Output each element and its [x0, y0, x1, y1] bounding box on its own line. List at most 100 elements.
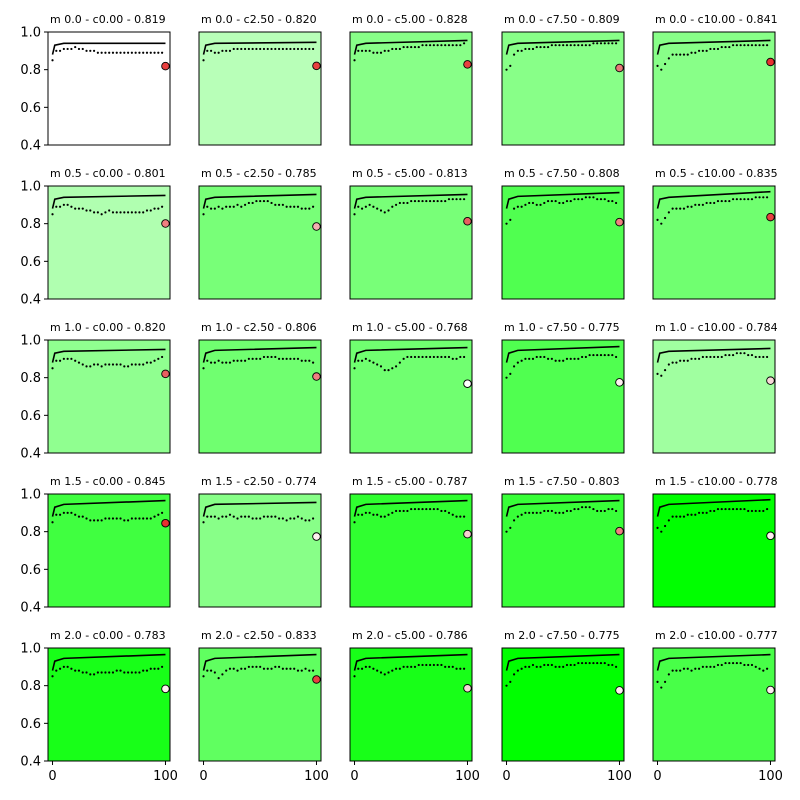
series-dot: [686, 53, 689, 56]
series-dot: [436, 507, 439, 511]
series-dot: [611, 42, 614, 45]
series-dot: [671, 669, 674, 672]
series-dot: [293, 205, 296, 208]
series-dot: [391, 47, 394, 51]
series-dot: [228, 513, 232, 516]
series-dot: [266, 515, 269, 518]
final-score-marker: [161, 369, 170, 379]
series-dot: [535, 355, 538, 359]
series-dot: [614, 42, 618, 45]
subplot-2-0: m 1.0 - c0.00 - 0.820 0.4 0.6 0.8 1.0: [20, 321, 171, 462]
series-dot: [562, 44, 565, 47]
series-dot: [679, 669, 682, 672]
series-dot: [667, 519, 670, 522]
series-dot: [512, 673, 516, 676]
series-dot: [614, 665, 618, 668]
subplot-frame: [198, 339, 322, 454]
series-dot: [206, 515, 209, 518]
series-dot: [157, 667, 160, 670]
series-line: [202, 41, 317, 55]
final-score-marker: [312, 532, 321, 541]
subplot-background: [653, 32, 775, 145]
series-dot: [379, 365, 383, 368]
series-dot: [89, 519, 92, 522]
y-tick-label: 1.0: [20, 180, 41, 195]
subplot-title: m 1.5 - c5.00 - 0.787: [352, 475, 468, 488]
series-dot: [236, 47, 239, 51]
series-dot: [660, 374, 663, 377]
final-score-marker: [312, 675, 321, 684]
series-dot: [281, 667, 284, 670]
series-dot: [138, 517, 141, 520]
series-dot: [444, 199, 447, 203]
series-dot: [603, 353, 606, 357]
subplot-3-0: m 1.5 - c0.00 - 0.845 0.4 0.6 0.8 1.0: [20, 475, 171, 616]
series-dot: [747, 353, 750, 357]
series-dot: [436, 355, 439, 359]
series-dot: [417, 45, 420, 49]
series-dot: [562, 511, 565, 514]
series-dot: [311, 205, 315, 208]
series-dot: [243, 667, 247, 670]
series-line: [353, 653, 468, 671]
final-score-marker: [463, 216, 472, 226]
final-score-marker: [161, 219, 170, 228]
series-dot: [535, 511, 538, 514]
series-dot: [149, 51, 152, 54]
series-dot: [550, 509, 553, 513]
series-dot: [690, 205, 693, 208]
series-dot: [266, 47, 269, 51]
series-dot: [675, 361, 678, 364]
series-dot: [603, 509, 606, 513]
series-dot: [206, 49, 209, 52]
series-dot: [580, 506, 584, 509]
series-dot: [731, 198, 735, 201]
series-dot: [671, 207, 674, 210]
series-dot: [406, 509, 409, 513]
series-dot: [543, 509, 546, 513]
series-dot: [149, 667, 152, 670]
series-dot: [236, 359, 239, 362]
y-tick-label: 0.8: [20, 371, 41, 386]
series-dot: [720, 355, 723, 359]
series-dot: [524, 665, 527, 668]
series-dot: [451, 665, 454, 668]
series-dot: [444, 665, 447, 668]
series-dot: [262, 355, 266, 359]
series-dot: [573, 357, 576, 360]
series-dot: [447, 355, 451, 359]
series-dot: [213, 361, 216, 364]
series-dot: [104, 51, 107, 54]
series-dot: [535, 665, 538, 668]
series-dot: [81, 207, 84, 210]
subplot-frame: [47, 31, 171, 146]
series-dot: [149, 361, 152, 364]
series-dot: [364, 205, 367, 208]
series-dot: [562, 665, 565, 668]
final-score-marker: [161, 684, 170, 694]
series-dot: [111, 363, 115, 366]
series-line: [505, 191, 620, 209]
series-dot: [281, 517, 284, 520]
series-dot: [716, 663, 720, 667]
subplot-title: m 0.5 - c0.00 - 0.801: [50, 167, 166, 180]
series-line: [656, 498, 771, 517]
series-line: [656, 347, 771, 363]
series-dot: [270, 47, 273, 51]
series-dot: [731, 661, 735, 665]
series-dot: [353, 521, 356, 524]
series-dot: [240, 47, 243, 51]
series-dot: [417, 663, 420, 667]
series-dot: [236, 517, 239, 520]
series-dot: [357, 513, 360, 516]
series-dot: [130, 51, 133, 54]
final-score-marker: [615, 686, 624, 695]
series-dot: [432, 663, 435, 667]
series-dot: [51, 59, 54, 62]
series-dot: [663, 524, 667, 528]
series-dot: [762, 669, 765, 672]
series-dot: [66, 357, 69, 360]
subplot-title: m 0.0 - c7.50 - 0.809: [504, 13, 620, 26]
series-dot: [55, 359, 58, 362]
series-dot: [213, 671, 216, 674]
